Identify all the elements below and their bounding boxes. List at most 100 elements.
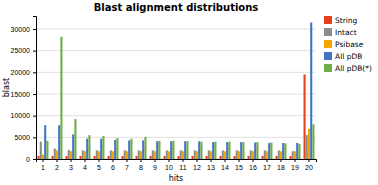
grid-line [36,50,316,51]
bar [40,142,42,159]
bar [66,156,68,159]
bar [292,151,294,159]
tick: 9 [153,159,157,171]
bar [44,125,46,159]
tick-label: 20 [305,164,313,171]
bar [116,138,118,159]
bar [296,143,298,159]
tick-mark [33,94,36,95]
title: Blast alignment distributions [94,2,259,13]
tick-label: 14 [221,164,229,171]
bar [194,150,196,159]
bar [170,141,172,159]
tick-mark [211,159,212,162]
tick: 6 [111,159,115,171]
bar [308,129,310,159]
bar [84,151,86,159]
tick-mark [33,116,36,117]
bar [270,143,272,159]
tick-mark [141,159,142,162]
tick-mark [225,159,226,162]
bar [96,150,98,159]
bar [248,156,250,159]
tick-mark [239,159,240,162]
grid-line [36,29,316,30]
bar [192,156,194,159]
legend-label: Intact [335,28,357,37]
bar [124,150,126,159]
tick-label: 7 [125,164,129,171]
tick: 5 [97,159,101,171]
tick-mark [253,159,254,162]
tick: 4 [83,159,87,171]
bar [278,150,280,159]
x-axis-title: hits [169,174,184,183]
bar [94,156,96,159]
bar [114,140,116,159]
bar [100,139,102,159]
bar [74,119,76,159]
bar [46,141,48,159]
tick: 11 [179,159,186,171]
bar [298,144,300,159]
chart: 1234567891011121314151617181920050001000… [0,0,378,185]
bar [282,143,284,159]
bar [112,151,114,159]
bar [266,151,268,159]
bar [252,151,254,159]
tick-mark [113,159,114,162]
axis-line [33,17,37,160]
legend-swatch [324,64,332,72]
bar [42,155,44,159]
tick-mark [33,72,36,73]
bar [200,142,202,159]
tick: 18 [277,159,285,171]
bar [198,141,200,159]
tick: 15 [235,159,243,171]
bar [54,149,56,159]
tick: 20000 [11,69,36,76]
bar [234,156,236,159]
bar [214,142,216,159]
legend-swatch [324,52,332,60]
bar [186,141,188,159]
bar [68,150,70,159]
bar [208,150,210,159]
tick-label: 9 [153,164,157,171]
bar [98,151,100,159]
bar [178,156,180,159]
tick-mark [309,159,310,162]
legend-item: Psibase [324,40,364,49]
tick: 30000 [11,26,36,33]
bar [164,156,166,159]
tick-label: 1 [41,164,45,171]
tick-label: 20000 [11,69,31,76]
bar [184,141,186,159]
tick-label: 8 [139,164,143,171]
tick: 14 [221,159,229,171]
bar [182,151,184,159]
tick-mark [197,159,198,162]
tick-mark [155,159,156,162]
bar [304,75,306,160]
bar [130,139,132,159]
bar [222,150,224,159]
tick-mark [33,159,36,160]
bar [158,141,160,159]
tick: 12 [193,159,201,171]
tick: 13 [207,159,215,171]
tick-mark [43,159,44,162]
y-axis: 050001000015000200002500030000 [11,17,37,163]
bars [38,23,315,160]
tick: 7 [125,159,129,171]
bar [38,156,40,159]
series [40,135,308,159]
grid-line [36,72,316,73]
bar [168,151,170,159]
bar [210,151,212,159]
legend-label: String [335,16,358,25]
series [46,37,314,159]
bar [228,142,230,159]
bar [220,156,222,159]
tick: 25000 [11,47,36,54]
